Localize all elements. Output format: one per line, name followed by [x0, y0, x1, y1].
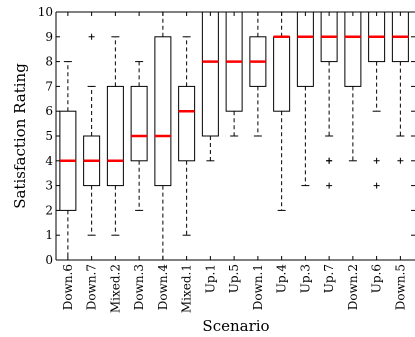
x-tick-label: Down.5 — [393, 264, 407, 310]
outlier-point — [397, 157, 404, 164]
y-tick-label: 6 — [45, 104, 53, 118]
x-tick-label: Down.6 — [61, 264, 75, 310]
box-iqr — [106, 85, 124, 187]
box-iqr — [296, 11, 314, 87]
y-axis-label: Satisfaction Rating — [11, 63, 29, 209]
x-tick-label: Down.4 — [156, 264, 170, 311]
box-iqr — [201, 11, 219, 137]
x-axis-label: Scenario — [202, 317, 269, 335]
outlier-point — [88, 33, 95, 40]
y-tick-label: 9 — [45, 30, 53, 44]
box-iqr — [344, 11, 362, 87]
outlier-point — [373, 182, 380, 189]
x-tick-label: Up.4 — [275, 264, 289, 294]
y-tick-label: 5 — [45, 129, 53, 143]
x-tick-label: Up.6 — [370, 264, 384, 293]
outlier-point — [373, 157, 380, 164]
box-iqr — [154, 36, 172, 187]
x-tick-label: Up.7 — [322, 264, 336, 293]
box-iqr — [178, 85, 196, 162]
y-tick-label: 2 — [45, 203, 53, 217]
box-iqr — [130, 85, 148, 162]
y-tick-label: 1 — [45, 228, 53, 242]
x-tick-label: Down.3 — [132, 264, 146, 310]
x-tick-label: Up.1 — [203, 264, 217, 293]
x-tick-label: Down.2 — [346, 264, 360, 310]
y-tick-label: 10 — [38, 5, 53, 19]
box-iqr — [273, 36, 291, 112]
x-tick-label: Up.5 — [227, 264, 241, 293]
x-tick-label: Down.1 — [251, 264, 265, 310]
y-tick-label: 8 — [45, 55, 53, 69]
y-tick-label: 0 — [45, 253, 53, 267]
x-tick-label: Mixed.2 — [108, 264, 122, 313]
x-tick-label: Down.7 — [85, 264, 99, 310]
outlier-point — [326, 157, 333, 164]
x-tick-label: Mixed.1 — [180, 264, 194, 313]
y-tick-label: 3 — [45, 179, 53, 193]
y-tick-label: 7 — [45, 79, 53, 93]
plot-area: Down.6 Down.7 Mixed.2 Down.3 Down.4 Mixed.1 Up… — [38, 5, 415, 313]
y-tick-label: 4 — [45, 154, 53, 168]
x-tick-label: Up.3 — [298, 264, 312, 293]
outlier-point — [326, 182, 333, 189]
